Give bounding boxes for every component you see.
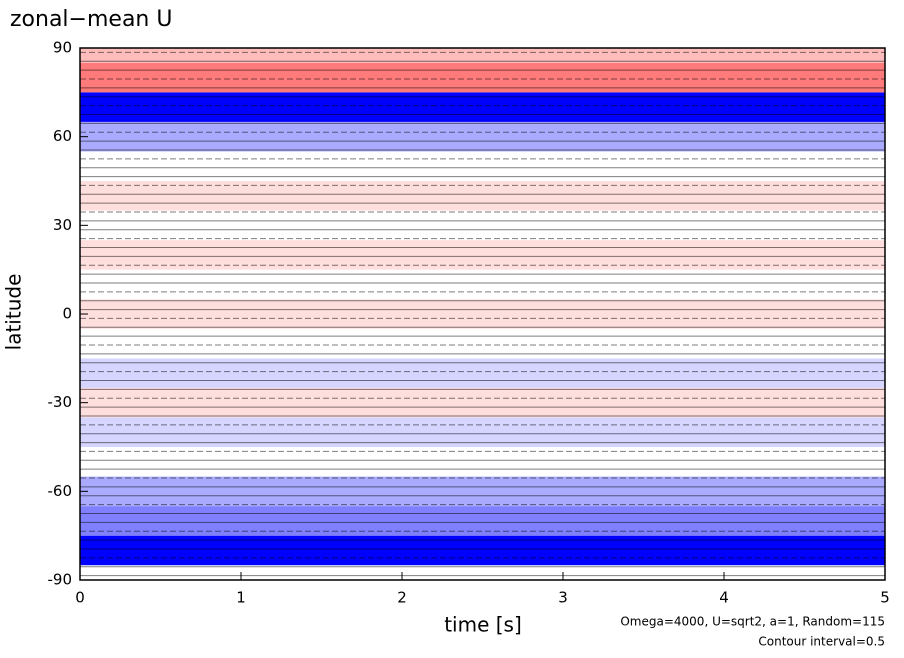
y-tick-label: 60 [53, 127, 72, 145]
field-band [80, 387, 885, 418]
y-tick-label: 30 [53, 216, 72, 234]
x-tick-label: 4 [719, 589, 729, 607]
x-tick-label: 2 [397, 589, 407, 607]
field-band [80, 476, 885, 507]
y-tick-label: -60 [48, 482, 73, 500]
x-tick-label: 5 [880, 589, 890, 607]
field-band [80, 210, 885, 241]
annotation: Omega=4000, U=sqrt2, a=1, Random=115 [620, 615, 885, 629]
field-band [80, 565, 885, 580]
y-tick-label: -30 [48, 393, 73, 411]
field-band [80, 48, 885, 63]
x-tick-label: 1 [236, 589, 246, 607]
x-tick-label: 3 [558, 589, 568, 607]
x-tick-label: 0 [75, 589, 85, 607]
field-band [80, 121, 885, 152]
x-axis-label: time [s] [444, 613, 522, 637]
y-tick-label: 90 [53, 39, 72, 57]
y-tick-label: 0 [62, 305, 72, 323]
y-tick-label: -90 [48, 571, 73, 589]
chart-title: zonal−mean U [10, 7, 172, 32]
field-band [80, 299, 885, 329]
y-axis-label: latitude [2, 274, 26, 351]
annotation: Contour interval=0.5 [758, 635, 885, 649]
